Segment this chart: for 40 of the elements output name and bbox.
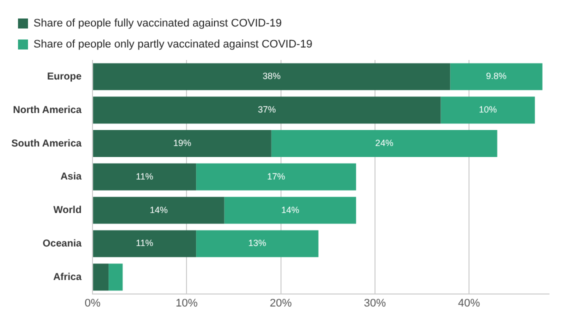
data-label: 9.8%	[486, 71, 507, 82]
bar	[450, 63, 542, 90]
y-tick-label: South America	[11, 138, 82, 150]
data-label: 38%	[262, 71, 281, 82]
bar	[196, 163, 356, 190]
y-tick-label: Europe	[47, 71, 82, 82]
data-label: 19%	[173, 138, 192, 148]
bar	[196, 230, 318, 258]
x-tick-label: 10%	[176, 297, 198, 310]
y-tick-label: Oceania	[42, 238, 82, 250]
data-label: 24%	[375, 138, 394, 148]
y-tick-label: Asia	[60, 172, 82, 183]
data-label: 17%	[267, 171, 286, 182]
bar	[224, 196, 356, 224]
bar	[108, 264, 123, 291]
x-tick-label: 0%	[84, 297, 101, 310]
x-tick-label: 20%	[270, 297, 292, 310]
y-tick-label: World	[53, 205, 82, 216]
data-label: 37%	[258, 104, 276, 115]
x-tick-label: 30%	[364, 297, 386, 310]
data-label: 14%	[150, 204, 168, 215]
x-tick-label: 40%	[458, 297, 480, 310]
data-label: 10%	[478, 104, 497, 115]
legend-label: Share of people only partly vaccinated against COVID-19	[34, 38, 312, 51]
bar	[93, 63, 450, 90]
y-tick-label: North America	[13, 104, 82, 116]
y-tick-label: Africa	[53, 272, 82, 283]
bar	[93, 96, 441, 124]
legend-label: Share of people fully vaccinated against COVID-19	[34, 18, 282, 30]
bar	[93, 264, 109, 291]
data-label: 13%	[248, 238, 266, 248]
bar	[93, 196, 224, 224]
bar	[440, 96, 535, 124]
bar	[93, 230, 196, 258]
bar	[271, 130, 498, 157]
data-label: 11%	[136, 171, 154, 182]
bar	[93, 130, 272, 157]
data-label: 11%	[136, 238, 154, 248]
data-label: 14%	[281, 204, 300, 215]
bar	[93, 163, 196, 190]
